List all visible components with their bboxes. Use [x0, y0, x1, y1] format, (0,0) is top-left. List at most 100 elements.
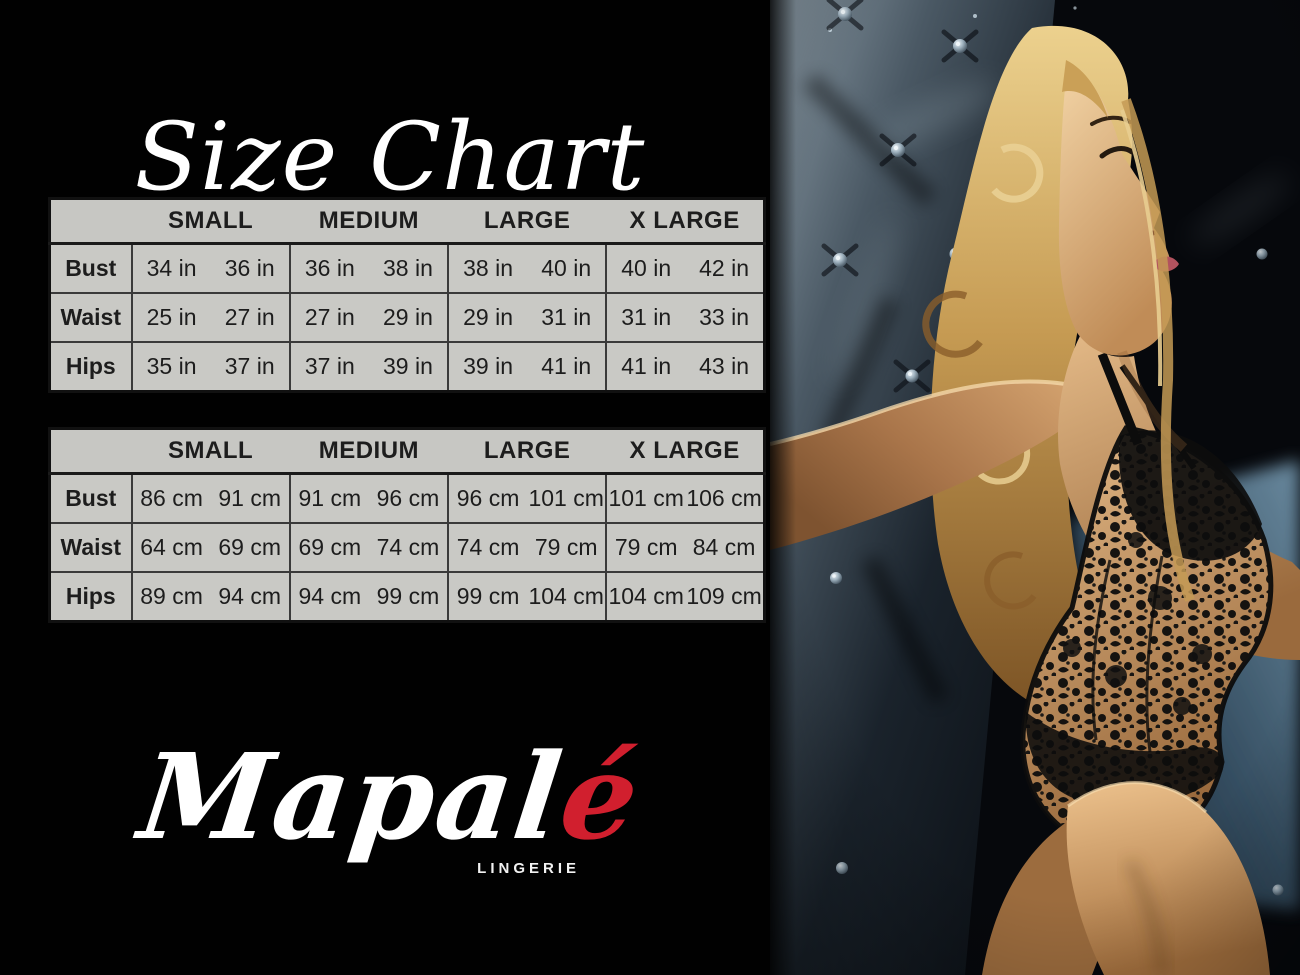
size-value-low: 39 in — [463, 353, 513, 379]
size-range-cell: 69 cm 74 cm — [288, 522, 450, 573]
size-value-high: 40 in — [541, 255, 592, 281]
size-value-high: 39 in — [383, 353, 433, 379]
size-value-low: 96 cm — [456, 485, 520, 511]
size-column-header-large: LARGE — [448, 428, 607, 475]
size-value-high: 101 cm — [528, 485, 604, 511]
brand-logo: Mapalé LINGERIE — [0, 712, 780, 902]
size-range-cell: 37 in 39 in — [288, 341, 450, 393]
measurement-row-bust: Bust 86 cm 91 cm 91 cm 96 cm 96 cm 101 cm 1… — [48, 472, 766, 524]
size-column-header-medium: MEDIUM — [289, 428, 448, 475]
measurement-row-waist: Waist 25 in 27 in 27 in 29 in 29 in 31 in 3… — [48, 292, 766, 343]
size-range-cell: 29 in 31 in — [446, 292, 608, 343]
measurement-label: Hips — [48, 341, 133, 393]
size-value-low: 34 in — [146, 255, 197, 281]
brand-tagline: LINGERIE — [477, 860, 580, 877]
size-value-low: 91 cm — [298, 485, 362, 511]
size-value-low: 86 cm — [140, 485, 203, 511]
measurement-label: Waist — [48, 292, 133, 343]
measurement-label: Bust — [48, 242, 133, 294]
size-value-high: 33 in — [699, 304, 749, 330]
measurement-label: Waist — [48, 522, 133, 573]
size-value-low: 36 in — [304, 255, 355, 281]
size-value-low: 99 cm — [456, 583, 520, 609]
size-range-cell: 41 in 43 in — [605, 341, 766, 393]
size-range-cell: 101 cm 106 cm — [605, 472, 766, 524]
size-range-cell: 104 cm 109 cm — [605, 571, 766, 623]
size-value-low: 74 cm — [456, 534, 520, 560]
size-value-high: 31 in — [541, 304, 592, 330]
size-range-cell: 99 cm 104 cm — [446, 571, 608, 623]
model-photo-illustration — [770, 0, 1300, 975]
size-column-header-small: SMALL — [131, 428, 290, 475]
measurement-label: Bust — [48, 472, 133, 524]
size-column-header-medium: MEDIUM — [289, 198, 448, 245]
size-column-header-xlarge: X LARGE — [606, 428, 765, 475]
measurement-row-waist: Waist 64 cm 69 cm 69 cm 74 cm 74 cm 79 cm 7… — [48, 522, 766, 573]
size-value-low: 25 in — [146, 304, 197, 330]
size-value-low: 40 in — [621, 255, 672, 281]
size-header-row: SMALL MEDIUM LARGE X LARGE — [49, 428, 765, 475]
size-value-low: 27 in — [304, 304, 355, 330]
size-value-high: 36 in — [224, 255, 275, 281]
size-range-cell: 31 in 33 in — [605, 292, 766, 343]
size-range-cell: 79 cm 84 cm — [605, 522, 766, 573]
size-value-low: 64 cm — [140, 534, 203, 560]
size-value-high: 29 in — [383, 304, 433, 330]
size-value-low: 31 in — [621, 304, 672, 330]
size-value-low: 79 cm — [614, 534, 678, 560]
table-corner-cell — [49, 198, 132, 245]
brand-wordmark: Mapalé — [0, 712, 790, 882]
size-range-cell: 86 cm 91 cm — [130, 472, 291, 524]
page-title: Size Chart — [134, 102, 646, 212]
size-range-cell: 36 in 38 in — [288, 242, 450, 294]
model-photo — [770, 0, 1300, 975]
measurement-label: Hips — [48, 571, 133, 623]
size-value-high: 38 in — [383, 255, 433, 281]
size-value-high: 43 in — [699, 353, 749, 379]
size-range-cell: 74 cm 79 cm — [446, 522, 608, 573]
measurement-row-hips: Hips 35 in 37 in 37 in 39 in 39 in 41 in 41… — [48, 341, 766, 393]
size-value-high: 96 cm — [376, 485, 440, 511]
size-value-low: 37 in — [304, 353, 355, 379]
size-table-inches: SMALL MEDIUM LARGE X LARGE Bust 34 in 36 … — [48, 197, 766, 393]
size-range-cell: 89 cm 94 cm — [130, 571, 291, 623]
measurement-row-hips: Hips 89 cm 94 cm 94 cm 99 cm 99 cm 104 cm 1… — [48, 571, 766, 623]
size-value-high: 79 cm — [534, 534, 598, 560]
size-value-low: 101 cm — [608, 485, 684, 511]
size-value-low: 69 cm — [298, 534, 362, 560]
size-value-high: 109 cm — [686, 583, 762, 609]
brand-name-accent: é — [553, 727, 648, 866]
size-range-cell: 35 in 37 in — [130, 341, 291, 393]
table-corner-cell — [49, 428, 132, 475]
size-value-high: 104 cm — [528, 583, 604, 609]
size-value-low: 104 cm — [608, 583, 684, 609]
size-range-cell: 40 in 42 in — [605, 242, 766, 294]
size-value-high: 37 in — [224, 353, 275, 379]
size-value-low: 29 in — [463, 304, 513, 330]
size-value-low: 41 in — [621, 353, 672, 379]
size-value-high: 91 cm — [218, 485, 281, 511]
size-value-high: 74 cm — [376, 534, 440, 560]
size-value-high: 27 in — [224, 304, 275, 330]
size-range-cell: 25 in 27 in — [130, 292, 291, 343]
brand-name-main: Mapal — [132, 727, 571, 866]
size-range-cell: 64 cm 69 cm — [130, 522, 291, 573]
size-header-row: SMALL MEDIUM LARGE X LARGE — [49, 198, 765, 245]
size-range-cell: 94 cm 99 cm — [288, 571, 450, 623]
size-value-high: 106 cm — [686, 485, 762, 511]
size-value-low: 35 in — [146, 353, 197, 379]
size-value-low: 38 in — [463, 255, 513, 281]
size-value-high: 69 cm — [218, 534, 281, 560]
size-column-header-large: LARGE — [448, 198, 607, 245]
size-value-high: 84 cm — [692, 534, 756, 560]
size-value-high: 94 cm — [218, 583, 281, 609]
size-column-header-xlarge: X LARGE — [606, 198, 765, 245]
size-range-cell: 96 cm 101 cm — [446, 472, 608, 524]
size-value-low: 89 cm — [140, 583, 203, 609]
size-table-centimeters: SMALL MEDIUM LARGE X LARGE Bust 86 cm 91 … — [48, 427, 766, 623]
size-range-cell: 39 in 41 in — [446, 341, 608, 393]
size-range-cell: 38 in 40 in — [446, 242, 608, 294]
size-range-cell: 34 in 36 in — [130, 242, 291, 294]
size-range-cell: 27 in 29 in — [288, 292, 450, 343]
